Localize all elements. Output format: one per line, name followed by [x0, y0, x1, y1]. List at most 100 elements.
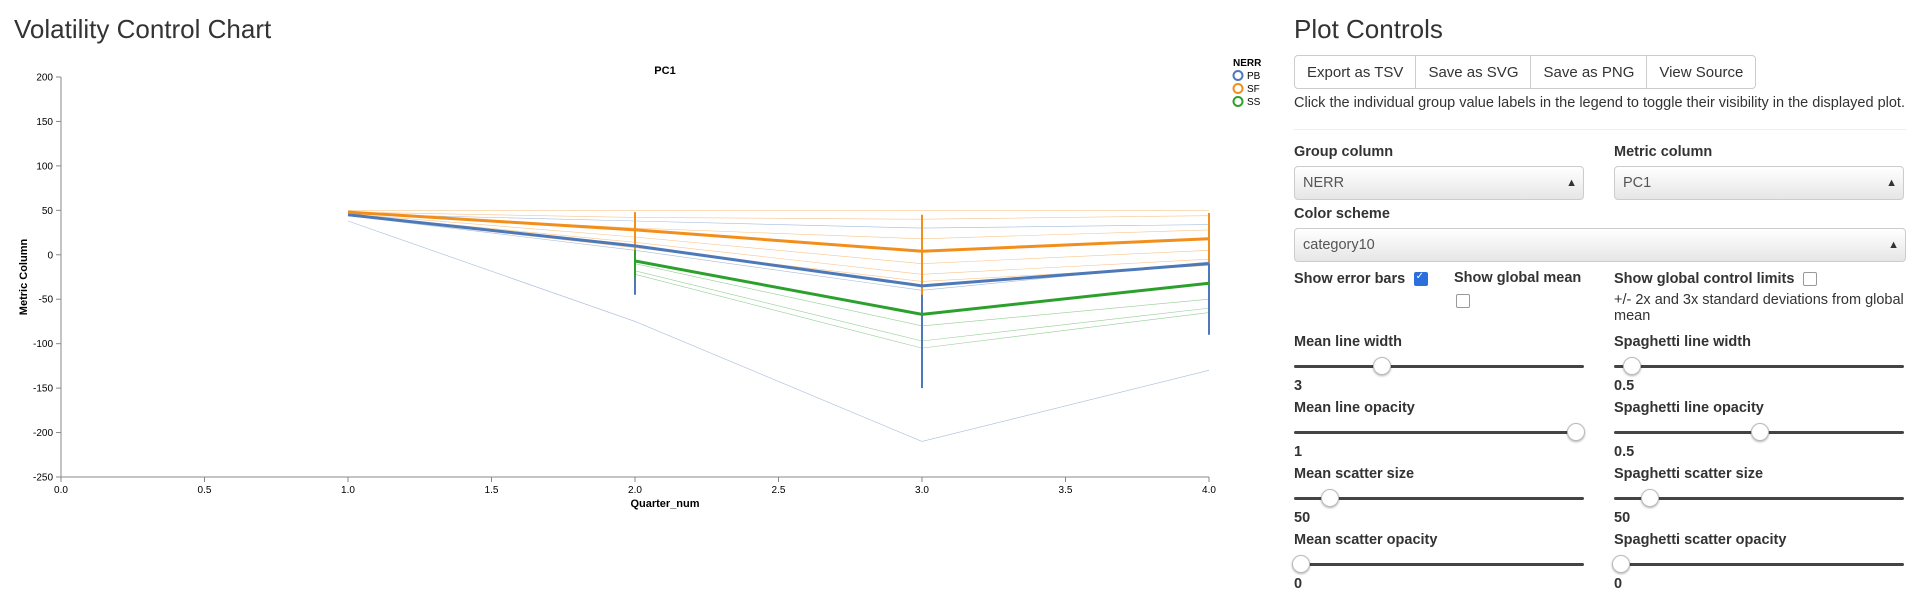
x-tick-label: 2.0: [628, 485, 642, 496]
show-error-bars-checkbox[interactable]: [1413, 271, 1428, 286]
page-title: Volatility Control Chart: [14, 14, 272, 44]
metric-column-select[interactable]: PC1 ▲: [1614, 166, 1904, 200]
x-tick-label: 3.5: [1059, 485, 1073, 496]
view-source-button[interactable]: View Source: [1646, 55, 1757, 89]
slider-track: [1614, 365, 1904, 368]
controls-title: Plot Controls: [1294, 14, 1443, 44]
slider-thumb[interactable]: [1567, 423, 1586, 441]
spaghetti-line-PB: [347, 213, 1210, 229]
show-global-mean-checkbox[interactable]: [1456, 294, 1470, 308]
mean-line-width-value: 3: [1294, 378, 1303, 394]
x-tick-label: 2.5: [772, 485, 786, 496]
save-svg-button[interactable]: Save as SVG: [1415, 55, 1532, 89]
y-axis-label: Metric Column: [18, 239, 30, 316]
spaghetti-line-SF: [347, 213, 1210, 264]
y-tick-label: 100: [36, 161, 53, 172]
group-column-value: NERR: [1303, 175, 1345, 191]
spaghetti-line-width-label: Spaghetti line width: [1614, 334, 1751, 350]
mean-scatter-size-label: Mean scatter size: [1294, 466, 1415, 482]
control-limits-help: +/- 2x and 3x standard deviations from g…: [1614, 292, 1904, 324]
mean-line-opacity-slider[interactable]: [1294, 422, 1586, 442]
legend-symbol-SS: [1232, 96, 1244, 107]
divider: [1294, 129, 1906, 130]
mean-scatter-size-value: 50: [1294, 510, 1311, 526]
color-scheme-value: category10: [1303, 237, 1375, 253]
spaghetti-line-opacity-value: 0.5: [1614, 444, 1635, 460]
y-tick-label: 150: [36, 117, 53, 128]
x-tick-label: 4.0: [1202, 485, 1216, 496]
slider-thumb[interactable]: [1623, 357, 1642, 375]
spaghetti-line-SF: [347, 211, 1210, 220]
x-tick-label: 3.0: [915, 485, 929, 496]
spaghetti-scatter-size-label: Spaghetti scatter size: [1614, 466, 1764, 482]
mean-scatter-opacity-slider[interactable]: [1291, 554, 1584, 574]
slider-track: [1294, 563, 1584, 566]
x-tick-label: 0.0: [54, 485, 68, 496]
mean-scatter-size-slider[interactable]: [1294, 488, 1584, 508]
save-png-button[interactable]: Save as PNG: [1530, 55, 1648, 89]
spaghetti-line-PB: [347, 215, 1210, 291]
color-scheme-select[interactable]: category10 ▲: [1294, 228, 1906, 262]
mean-line-opacity-label: Mean line opacity: [1294, 400, 1415, 416]
spaghetti-scatter-opacity-slider[interactable]: [1611, 554, 1904, 574]
spaghetti-scatter-size-value: 50: [1614, 510, 1631, 526]
slider-thumb[interactable]: [1373, 357, 1391, 375]
spaghetti-line-opacity-slider[interactable]: [1614, 422, 1904, 442]
show-error-bars-label: Show error bars: [1294, 271, 1406, 287]
legend-label-SS[interactable]: SS: [1247, 97, 1261, 108]
mean-line-SF: [347, 210, 1210, 253]
y-tick-label: -100: [33, 339, 53, 350]
plot-controls: Plot Controls Export as TSV Save as SVG …: [1291, 14, 1906, 592]
show-control-limits-checkbox[interactable]: [1802, 271, 1817, 286]
mean-scatter-opacity-value: 0: [1294, 576, 1303, 592]
color-scheme-label: Color scheme: [1294, 206, 1390, 222]
metric-column-label: Metric column: [1614, 144, 1713, 160]
mean-line-PB: [347, 213, 1210, 288]
show-control-limits-label: Show global control limits: [1614, 271, 1795, 287]
spaghetti-line-SF: [347, 214, 1210, 275]
spaghetti-scatter-opacity-label: Spaghetti scatter opacity: [1614, 532, 1787, 548]
spaghetti-line-opacity-label: Spaghetti line opacity: [1614, 400, 1764, 416]
mean-line-opacity-value: 1: [1294, 444, 1303, 460]
spaghetti-line-SF: [347, 215, 1210, 282]
y-tick-label: 50: [42, 206, 54, 217]
spaghetti-line-width-slider[interactable]: [1614, 356, 1904, 376]
slider-track: [1614, 497, 1904, 500]
export-tsv-button[interactable]: Export as TSV: [1294, 55, 1417, 89]
slider-thumb[interactable]: [1320, 489, 1339, 507]
spaghetti-scatter-size-slider[interactable]: [1614, 488, 1904, 508]
mean-line-width-slider[interactable]: [1294, 356, 1584, 376]
spaghetti-scatter-opacity-value: 0: [1614, 576, 1623, 592]
group-column-select[interactable]: NERR ▲: [1294, 166, 1584, 200]
legend-symbol-PB: [1232, 70, 1244, 81]
spaghetti-line-width-value: 0.5: [1614, 378, 1635, 394]
y-tick-label: 0: [47, 250, 53, 261]
select-arrows-icon: ▲: [1566, 177, 1577, 189]
x-tick-label: 0.5: [198, 485, 212, 496]
slider-thumb[interactable]: [1611, 555, 1630, 573]
legend-help-text: Click the individual group value labels …: [1294, 95, 1905, 111]
legend-label-SF[interactable]: SF: [1247, 84, 1260, 95]
slider-track: [1294, 431, 1584, 434]
slider-track: [1294, 365, 1584, 368]
metric-column-value: PC1: [1623, 175, 1652, 191]
mean-scatter-opacity-label: Mean scatter opacity: [1294, 532, 1438, 548]
slider-thumb[interactable]: [1751, 423, 1769, 441]
legend-symbol-SF: [1232, 83, 1244, 94]
select-arrows-icon: ▲: [1888, 239, 1899, 251]
y-tick-label: -200: [33, 428, 53, 439]
group-column-label: Group column: [1294, 144, 1394, 160]
legend-label-PB[interactable]: PB: [1247, 71, 1261, 82]
slider-thumb[interactable]: [1291, 555, 1310, 573]
x-tick-label: 1.0: [341, 485, 355, 496]
y-tick-label: 200: [36, 73, 53, 84]
slider-track: [1614, 563, 1904, 566]
x-axis-label: Quarter_num: [630, 498, 699, 510]
slider-thumb[interactable]: [1640, 489, 1659, 507]
y-tick-label: -250: [33, 473, 53, 484]
slider-track: [1294, 497, 1584, 500]
export-button-group: Export as TSV Save as SVG Save as PNG Vi…: [1294, 55, 1906, 89]
y-tick-label: -50: [39, 295, 54, 306]
show-global-mean-label: Show global mean: [1454, 270, 1582, 286]
